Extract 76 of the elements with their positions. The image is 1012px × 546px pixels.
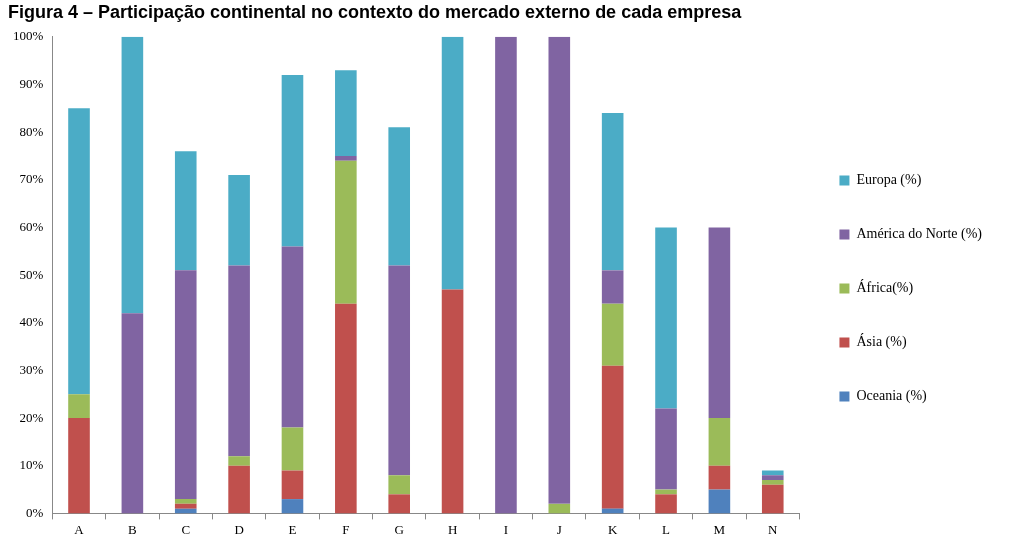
bar	[281, 470, 304, 500]
x-tick-label: B	[128, 521, 138, 537]
y-tick-label: 80%	[19, 123, 44, 139]
x-tick-label: E	[288, 521, 297, 537]
x-tick-label: I	[503, 521, 509, 537]
bar	[495, 36, 517, 514]
bar	[228, 175, 250, 266]
bar	[388, 475, 411, 495]
bar	[655, 408, 677, 490]
y-tick-label: 90%	[19, 75, 44, 91]
bar	[121, 313, 144, 514]
bar	[281, 427, 304, 471]
bar	[335, 160, 357, 304]
bar	[601, 303, 624, 366]
y-tick-label: 0%	[25, 504, 44, 520]
bar	[335, 70, 357, 156]
bar	[441, 289, 464, 514]
bar	[228, 456, 250, 466]
y-tick-label: 70%	[19, 171, 44, 187]
bar	[335, 155, 357, 161]
y-tick-label: 10%	[19, 457, 44, 473]
bar	[228, 265, 250, 457]
legend-label: Ásia (%)	[856, 333, 907, 351]
chart-title: Figura 4 – Participação continental no contexto do mercado externo de cada empresa	[7, 1, 743, 24]
bar	[548, 36, 571, 504]
y-tick-label: 30%	[19, 361, 44, 377]
bar	[174, 151, 197, 271]
y-tick-label: 40%	[19, 314, 44, 330]
bar	[655, 494, 677, 514]
legend-label: Oceania (%)	[856, 388, 928, 405]
bar	[548, 503, 571, 514]
bar	[281, 74, 304, 247]
x-tick-label: A	[74, 521, 85, 537]
legend-label: Europa (%)	[856, 172, 922, 189]
x-tick-label: F	[342, 521, 350, 537]
bar	[281, 499, 304, 514]
y-tick-label: 50%	[19, 266, 44, 282]
bar	[708, 489, 731, 514]
bar	[708, 418, 731, 466]
y-tick-label: 60%	[19, 218, 44, 234]
x-tick-label: J	[556, 521, 562, 537]
x-tick-label: M	[713, 521, 726, 537]
x-tick-label: L	[662, 521, 671, 537]
x-tick-label: D	[234, 521, 244, 537]
bar	[708, 227, 731, 419]
bar	[335, 303, 357, 514]
x-tick-label: K	[607, 521, 618, 537]
bar	[601, 113, 624, 271]
bar	[441, 36, 464, 290]
bar	[68, 418, 90, 514]
bar	[68, 108, 90, 395]
y-tick-label: 20%	[19, 409, 44, 425]
bar	[68, 394, 90, 419]
x-tick-label: G	[394, 521, 404, 537]
legend-label: América do Norte (%)	[856, 226, 983, 243]
bar	[761, 484, 784, 514]
y-tick-label: 100%	[12, 28, 44, 44]
bar	[761, 475, 784, 481]
bar	[761, 480, 784, 485]
bar	[174, 499, 197, 504]
bar	[228, 465, 250, 514]
bar	[121, 36, 144, 314]
bar	[174, 503, 197, 509]
legend-label: África(%)	[856, 279, 914, 297]
bar	[601, 365, 624, 509]
bar	[655, 227, 677, 409]
bar	[388, 494, 411, 514]
bar	[708, 465, 731, 490]
bar	[388, 127, 411, 266]
bar	[388, 265, 411, 476]
bar	[174, 270, 197, 500]
bar	[601, 270, 624, 304]
x-tick-label: C	[181, 521, 191, 537]
bar	[281, 246, 304, 428]
x-tick-label: H	[447, 521, 458, 537]
x-tick-label: N	[768, 521, 779, 537]
